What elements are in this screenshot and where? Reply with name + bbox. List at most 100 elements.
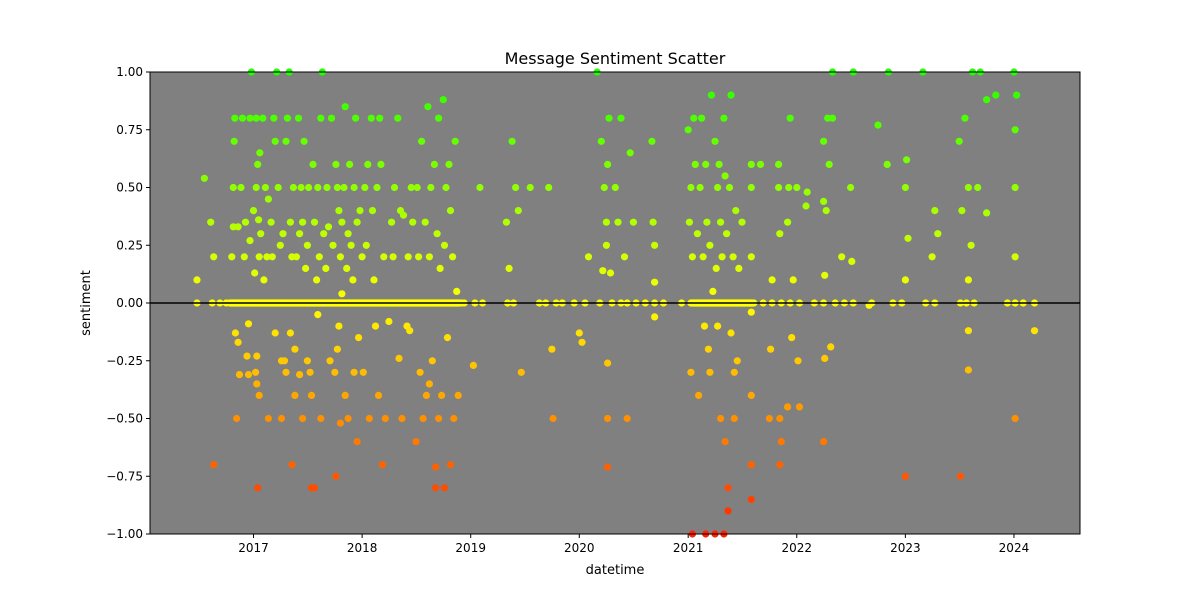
data-point <box>228 253 236 261</box>
x-tick-label: 2019 <box>455 541 486 555</box>
data-point <box>324 223 333 231</box>
data-point <box>333 345 341 353</box>
data-point <box>331 368 339 376</box>
data-point <box>821 271 829 279</box>
y-tick-label: 0.25 <box>116 238 143 252</box>
data-point <box>373 183 381 192</box>
data-point <box>412 438 420 446</box>
data-point <box>234 223 242 231</box>
data-point <box>623 414 631 423</box>
data-point <box>714 183 722 192</box>
data-point <box>427 183 435 192</box>
data-point <box>251 269 259 277</box>
data-point <box>901 276 910 284</box>
data-point <box>404 253 412 261</box>
y-tick-label: −0.50 <box>106 412 143 426</box>
data-point <box>699 253 707 261</box>
data-point <box>693 230 702 238</box>
data-point <box>370 276 378 284</box>
data-point <box>315 253 323 261</box>
data-point <box>847 183 855 192</box>
data-point <box>698 114 706 122</box>
data-point <box>712 264 720 272</box>
data-point <box>777 438 785 446</box>
data-point <box>695 391 703 399</box>
data-point <box>747 253 755 261</box>
data-point <box>229 183 237 192</box>
data-point <box>883 160 891 168</box>
data-point <box>314 183 322 192</box>
data-point <box>825 160 833 168</box>
data-point <box>738 218 746 226</box>
data-point <box>606 269 615 277</box>
data-point <box>253 352 261 360</box>
data-point <box>469 361 477 369</box>
data-point <box>756 160 765 168</box>
data-point <box>421 218 429 226</box>
data-point <box>709 287 717 295</box>
data-point <box>443 334 452 342</box>
data-point <box>765 414 774 423</box>
data-point <box>454 391 462 399</box>
x-tick-label: 2020 <box>564 541 595 555</box>
data-point <box>270 114 278 122</box>
data-point <box>901 472 910 480</box>
data-point <box>688 253 697 261</box>
data-point <box>711 137 719 145</box>
data-point <box>604 463 612 471</box>
data-point <box>244 371 253 379</box>
data-point <box>418 137 426 145</box>
y-axis-label: sentiment <box>79 270 94 336</box>
data-point <box>246 114 254 122</box>
data-point <box>416 368 424 376</box>
data-point <box>362 241 370 249</box>
data-point <box>820 137 828 145</box>
data-point <box>548 345 556 353</box>
data-point <box>983 96 991 104</box>
data-point <box>747 495 755 503</box>
chart-title: Message Sentiment Scatter <box>505 49 726 68</box>
data-point <box>333 183 341 192</box>
data-point <box>729 253 737 261</box>
data-point <box>789 276 797 284</box>
data-point <box>317 114 325 122</box>
data-point <box>353 218 361 226</box>
y-tick-label: 1.00 <box>116 65 143 79</box>
data-point <box>775 160 783 168</box>
data-point <box>433 230 441 238</box>
data-point <box>685 218 694 226</box>
data-point <box>721 172 729 180</box>
data-point <box>747 308 755 316</box>
data-point <box>776 230 784 238</box>
data-point <box>277 414 286 423</box>
data-point <box>611 183 619 192</box>
data-point <box>255 253 263 261</box>
data-point <box>717 218 725 226</box>
data-point <box>200 174 208 182</box>
data-point <box>827 343 835 351</box>
data-point <box>353 438 361 446</box>
data-point <box>276 241 284 249</box>
data-point <box>514 207 522 215</box>
data-point <box>274 183 282 192</box>
data-point <box>241 218 250 226</box>
data-point <box>378 461 386 469</box>
data-point <box>604 359 612 367</box>
data-point <box>955 137 963 145</box>
data-point <box>361 183 369 192</box>
data-point <box>690 114 698 122</box>
data-point <box>289 183 297 192</box>
y-tick-label: 0.75 <box>116 123 143 137</box>
data-point <box>605 114 613 122</box>
data-point <box>292 253 300 261</box>
data-point <box>508 137 516 145</box>
data-point <box>314 311 322 319</box>
data-point <box>271 329 279 337</box>
data-point <box>691 160 699 168</box>
data-point <box>931 207 939 215</box>
data-point <box>303 357 311 365</box>
data-point <box>649 218 657 226</box>
data-point <box>600 183 608 192</box>
data-point <box>283 114 291 122</box>
